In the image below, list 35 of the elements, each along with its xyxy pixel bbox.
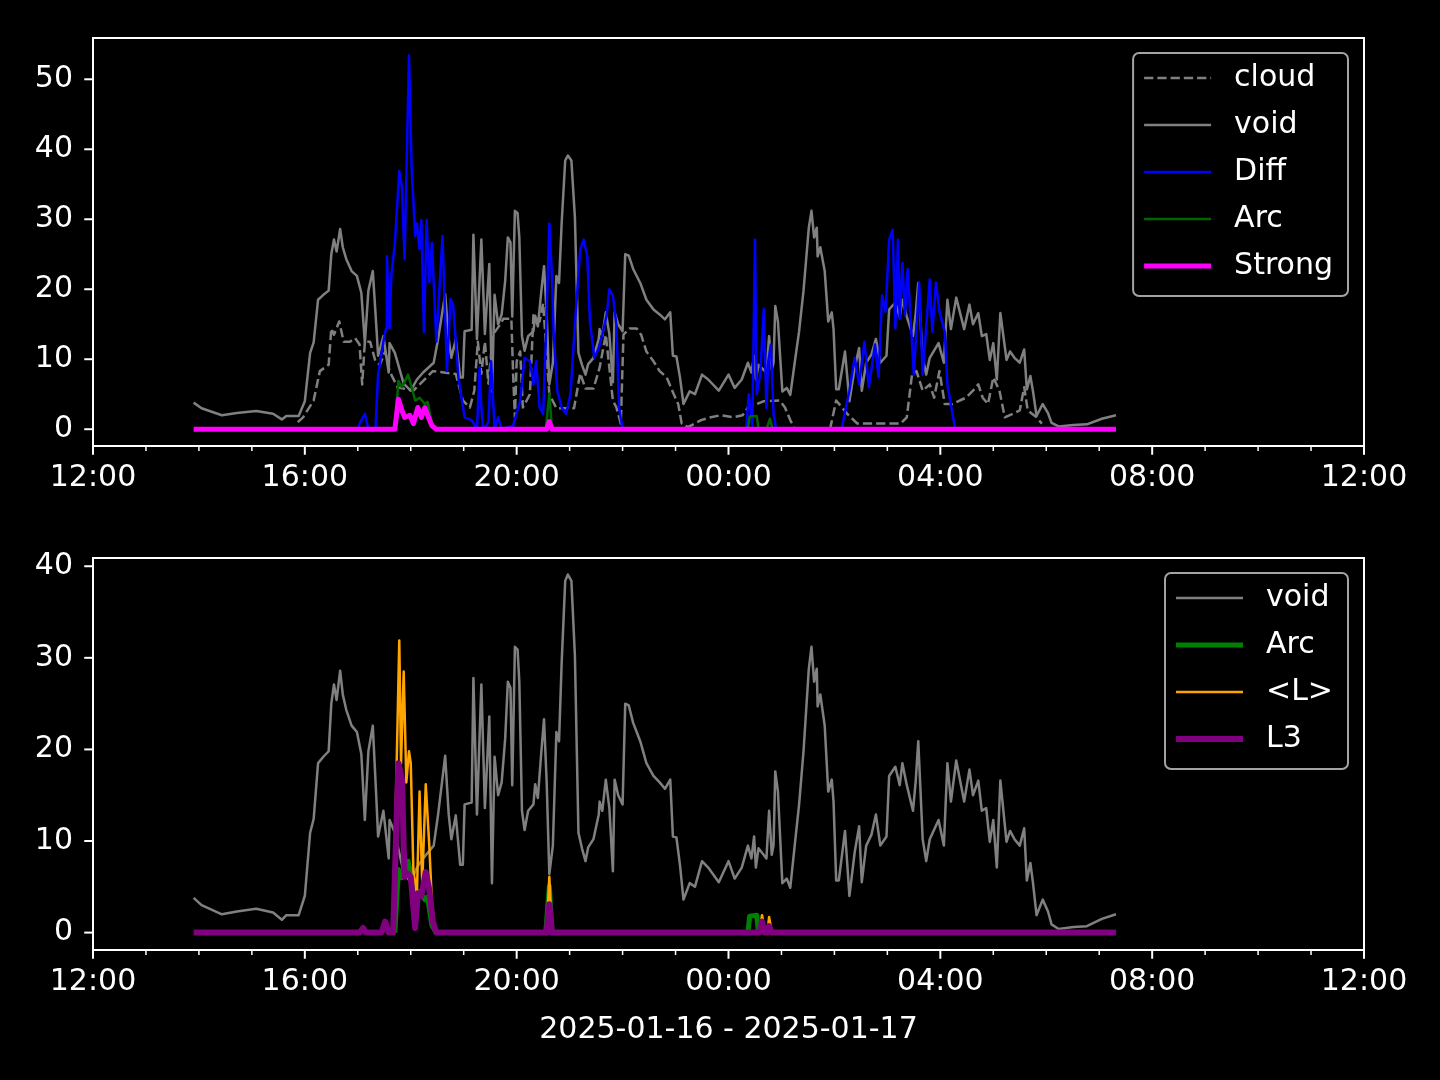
x-tick-label: 12:00: [1320, 961, 1408, 997]
legend-label: Arc: [1266, 624, 1315, 660]
y-tick-label: 20: [34, 269, 73, 305]
legend-label: Arc: [1234, 198, 1283, 234]
x-tick-label: 00:00: [685, 457, 772, 493]
y-tick-label: 0: [53, 409, 73, 444]
x-tick-label: 16:00: [261, 961, 349, 997]
legend-label: <L>: [1266, 671, 1334, 707]
x-tick-label: 08:00: [1108, 457, 1196, 493]
y-tick-label: 50: [34, 59, 73, 95]
x-tick-label: 04:00: [897, 457, 984, 493]
x-axis-title: 2025-01-16 - 2025-01-17: [539, 1009, 918, 1045]
x-tick-label: 16:00: [261, 457, 349, 493]
x-tick-label: 00:00: [685, 961, 772, 997]
legend-label: Strong: [1234, 245, 1334, 281]
x-tick-label: 20:00: [473, 961, 560, 997]
y-tick-label: 20: [34, 729, 73, 765]
legend-label: Diff: [1234, 151, 1288, 187]
y-tick-label: 30: [34, 637, 73, 673]
y-tick-label: 10: [34, 339, 73, 375]
y-tick-label: 40: [34, 546, 73, 582]
y-tick-label: 40: [34, 129, 73, 165]
legend-label: void: [1266, 577, 1330, 613]
legend-label: L3: [1266, 718, 1302, 754]
legend-label: cloud: [1234, 57, 1316, 93]
x-tick-label: 12:00: [1320, 457, 1408, 493]
x-tick-label: 12:00: [49, 457, 137, 493]
y-tick-label: 0: [53, 912, 73, 948]
y-tick-label: 10: [34, 820, 73, 856]
legend-label: void: [1234, 104, 1298, 140]
x-tick-label: 12:00: [49, 961, 137, 997]
y-tick-label: 30: [34, 199, 73, 235]
x-tick-label: 08:00: [1108, 961, 1196, 997]
x-tick-label: 20:00: [473, 457, 560, 493]
x-tick-label: 04:00: [897, 961, 984, 997]
